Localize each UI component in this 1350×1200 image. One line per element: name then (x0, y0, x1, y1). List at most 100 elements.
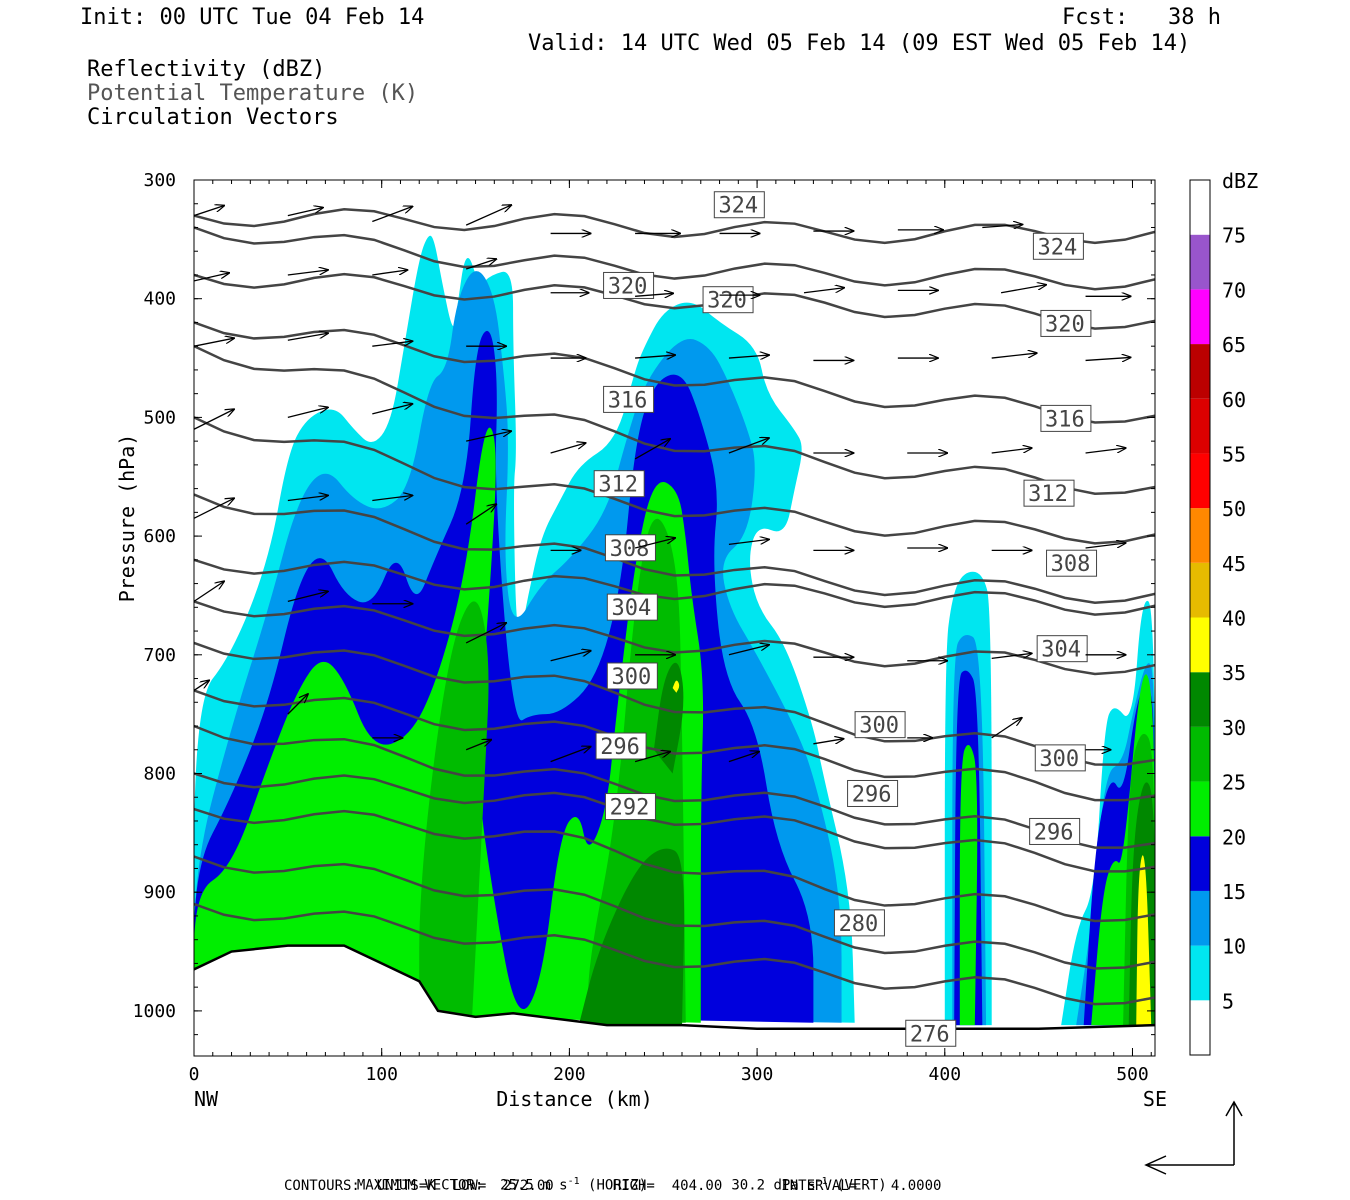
circulation-vector (372, 270, 407, 276)
theta-label-box (604, 793, 656, 821)
circulation-vector (991, 653, 1032, 660)
circulation-vector (1085, 543, 1126, 549)
theta-label: 280 (839, 912, 879, 937)
circulation-vector (194, 273, 229, 282)
theta-label-box (833, 909, 885, 937)
theta-label: 296 (600, 735, 640, 760)
theta-label-box (606, 593, 658, 621)
colorbar-swatch (1190, 726, 1210, 782)
theta-label-box (854, 711, 906, 739)
circulation-vector (466, 431, 511, 442)
circulation-vector (813, 739, 843, 745)
theta-label: 320 (707, 289, 747, 314)
theta-contour (194, 558, 1155, 616)
circulation-vector (194, 581, 224, 602)
circulation-vector (194, 206, 224, 217)
theta-contour (194, 902, 1155, 1006)
theta-contour (194, 724, 1155, 849)
colorbar-label: 70 (1222, 278, 1246, 302)
circulation-vector (728, 438, 769, 454)
field-vectors: Circulation Vectors (87, 105, 339, 130)
colorbar-swatch (1190, 508, 1210, 563)
theta-contour (194, 772, 1155, 873)
theta-label-box (1040, 404, 1092, 432)
colorbar-swatch (1190, 562, 1210, 618)
x-tick-label: 400 (929, 1064, 962, 1085)
circulation-vector (465, 740, 491, 751)
theta-contour (194, 226, 1155, 291)
colorbar-swatch (1190, 945, 1210, 1001)
field-reflectivity: Reflectivity (dBZ) (87, 57, 326, 82)
max-vector-horiz: MAXIMUM VECTOR: 25.5 m s (356, 1177, 568, 1194)
circulation-vector (372, 495, 412, 502)
circulation-vector (991, 718, 1022, 739)
colorbar-label: 20 (1222, 825, 1246, 849)
theta-label-box (1046, 549, 1098, 577)
surface-line (194, 944, 1155, 1030)
theta-contour (194, 345, 1155, 495)
circulation-vector (287, 694, 308, 715)
theta-label: 304 (1041, 638, 1081, 663)
colorbar-label: 75 (1222, 224, 1246, 248)
init-time: Init: 00 UTC Tue 04 Feb 14 (80, 5, 425, 30)
colorbar-swatch (1190, 289, 1210, 345)
colorbar-swatch (1190, 890, 1210, 946)
theta-label-box (1029, 817, 1081, 845)
theta-contour (194, 689, 1155, 802)
circulation-vector (635, 293, 673, 296)
vertical-reference-arrow (1225, 1100, 1243, 1165)
circulation-vector (635, 355, 675, 358)
circulation-vector (465, 504, 496, 525)
circulation-vector (550, 443, 586, 454)
colorbar-label: 5 (1222, 989, 1234, 1013)
theta-label: 316 (608, 388, 648, 413)
theta-label: 296 (852, 782, 892, 807)
circulation-vector (465, 623, 506, 644)
refl-20dbz (959, 745, 978, 1026)
circulation-vector (550, 651, 591, 662)
colorbar-label: 35 (1222, 661, 1246, 685)
theta-label: 292 (610, 796, 650, 821)
circulation-vector (287, 495, 328, 502)
circulation-vector (1085, 448, 1126, 454)
circulation-vector (982, 224, 1022, 227)
refl-30dbz (578, 848, 685, 1026)
circulation-vector (194, 338, 234, 347)
underground-mask (194, 945, 1155, 1056)
y-tick-label: 400 (143, 289, 176, 310)
colorbar-title: dBZ (1222, 169, 1258, 193)
circulation-vector (1085, 357, 1131, 360)
theta-contour (194, 807, 1155, 923)
theta-label-box (905, 1019, 957, 1047)
colorbar-swatch (1190, 398, 1210, 454)
refl-25dbz (419, 601, 489, 1023)
circulation-vector (287, 407, 328, 419)
circulation-vector (372, 341, 412, 347)
colorbar-swatch (1190, 781, 1210, 837)
circulation-vector (634, 538, 675, 549)
theta-label-box (593, 470, 645, 498)
y-tick-label: 900 (143, 882, 176, 903)
circulation-vector (287, 591, 328, 603)
circulation-vector (991, 448, 1032, 454)
circulation-vector (1000, 285, 1046, 294)
theta-label: 300 (611, 665, 651, 690)
theta-label-box (1034, 744, 1086, 772)
x-end-right: SE (1143, 1087, 1167, 1111)
colorbar-label: 55 (1222, 442, 1246, 466)
theta-label: 316 (1045, 407, 1085, 432)
x-tick-label: 0 (189, 1064, 200, 1085)
circulation-vector (287, 333, 328, 341)
theta-label: 304 (611, 596, 651, 621)
refl-35dbz (1136, 855, 1152, 1026)
y-tick-label: 800 (143, 763, 176, 784)
circulation-vector (194, 409, 234, 430)
colorbar-swatch (1190, 617, 1210, 673)
theta-label: 320 (1045, 312, 1085, 337)
theta-contour (194, 321, 1155, 424)
colorbar-label: 40 (1222, 607, 1246, 631)
colorbar-swatch (1190, 180, 1210, 235)
circulation-vector (465, 205, 511, 226)
circulation-vector (465, 259, 496, 270)
